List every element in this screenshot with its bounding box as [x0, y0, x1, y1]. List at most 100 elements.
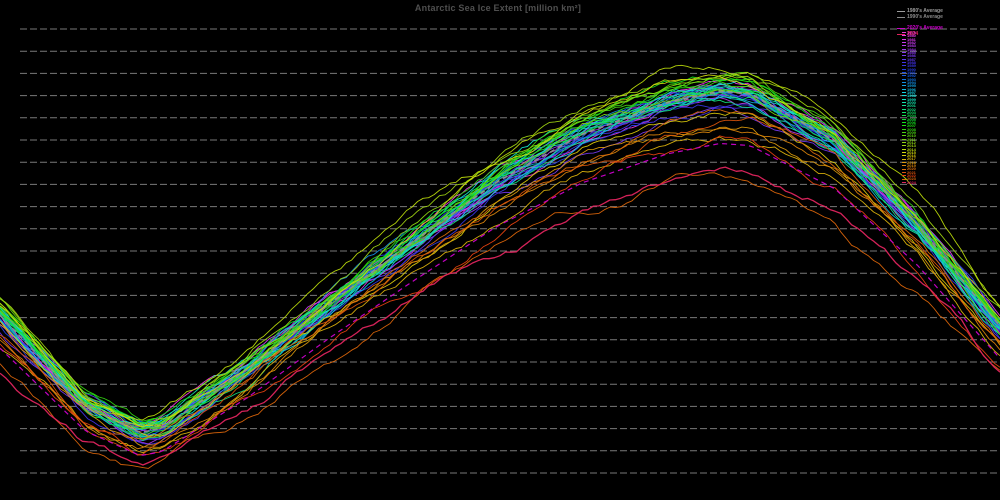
year-line-2018	[0, 126, 1000, 448]
year-column-item-2006: 2006	[902, 120, 916, 125]
year-column-item-2000: 2000	[902, 99, 916, 105]
year-label: 2005	[907, 116, 916, 122]
year-line-2010	[0, 71, 1000, 429]
year-tick	[902, 108, 906, 110]
year-column-item-2008: 2008	[902, 127, 916, 131]
year-line-1981	[0, 86, 1000, 431]
year-column-item-2001: 2001	[902, 103, 916, 109]
year-column-item-1986: 1986	[902, 53, 916, 59]
year-tick	[902, 68, 906, 70]
year-tick	[902, 62, 906, 64]
year-label: 1986	[907, 53, 916, 59]
year-line-1997	[0, 96, 1000, 426]
year-column-item-1998: 1998	[902, 94, 916, 98]
year-column-item-2005: 2005	[902, 116, 916, 122]
year-label: 2000	[907, 99, 916, 105]
year-label: 2017	[907, 156, 916, 162]
year-label: 2016	[907, 153, 916, 159]
year-tick	[902, 151, 906, 153]
gridlines	[20, 28, 1000, 474]
year-label: 1987	[907, 56, 916, 62]
year-label: 2010	[907, 133, 916, 139]
year-label: 1992	[907, 73, 916, 79]
year-column-item-2009: 2009	[902, 130, 916, 135]
year-label: 1993	[907, 76, 916, 82]
year-column-item-2020: 2020	[902, 166, 916, 172]
year-label: 2018	[907, 159, 916, 165]
year-line-2015	[0, 74, 1000, 427]
year-tick	[902, 178, 906, 180]
year-tick	[902, 112, 906, 114]
year-column-item-1981: 1981	[902, 37, 916, 41]
year-tick	[902, 115, 906, 117]
year-tick	[902, 135, 906, 137]
year-line-2008	[0, 73, 1000, 422]
legend-line-swatch	[897, 33, 905, 35]
year-label: 2012	[907, 139, 916, 145]
year-column-item-1992: 1992	[902, 73, 916, 79]
year-column-item-1985: 1985	[902, 49, 916, 55]
year-column-item-2011: 2011	[902, 137, 916, 141]
legend-item: 1980's Average	[897, 9, 943, 14]
year-tick	[902, 122, 906, 124]
year-tick	[902, 138, 906, 140]
year-label: 2001	[907, 103, 916, 109]
year-column-item-1979: 1979	[902, 30, 916, 35]
year-tick	[902, 75, 906, 77]
year-tick	[902, 141, 906, 143]
year-tick	[902, 45, 906, 47]
year-tick	[902, 38, 906, 40]
year-label: 1994	[907, 79, 916, 85]
year-label: 2007	[907, 123, 916, 129]
year-tick	[902, 125, 906, 127]
year-label: 2019	[907, 163, 916, 169]
year-tick	[902, 145, 906, 147]
year-column-item-1996: 1996	[902, 87, 916, 91]
year-line-2014	[0, 64, 1000, 421]
year-tick	[902, 78, 906, 80]
average-line-1990	[0, 91, 1000, 433]
year-column-item-1991: 1991	[902, 70, 916, 75]
year-label: 2020	[907, 166, 916, 172]
year-label: 1999	[907, 96, 916, 102]
year-line-2003	[0, 92, 1000, 435]
year-tick	[902, 65, 906, 67]
year-tick	[902, 168, 906, 170]
year-tick	[902, 32, 906, 34]
chart-title: Antarctic Sea Ice Extent [million km²]	[414, 3, 582, 13]
year-column-item-1983: 1983	[902, 44, 916, 48]
year-column-item-2012: 2012	[902, 139, 916, 145]
year-label: 1980	[907, 33, 916, 39]
year-column-item-2015: 2015	[902, 149, 916, 155]
year-label: 1990	[907, 66, 916, 72]
year-line-1996	[0, 95, 1000, 431]
year-tick	[902, 92, 906, 94]
year-tick	[902, 52, 906, 54]
year-tick	[902, 158, 906, 160]
year-column-item-2017: 2017	[902, 156, 916, 162]
year-tick	[902, 35, 906, 37]
year-color-column: 1979 1980 1981 1982 1983 1984 1985 1986 1987 1988…	[902, 30, 916, 184]
year-tick	[902, 85, 906, 87]
year-column-item-2018: 2018	[902, 159, 916, 165]
legend-line-swatch	[897, 28, 905, 30]
year-line-1985	[0, 94, 1000, 428]
year-line-2019	[0, 127, 1000, 450]
year-column-item-1994: 1994	[902, 79, 916, 85]
year-tick	[902, 161, 906, 163]
year-tick	[902, 181, 906, 183]
year-label: 2015	[907, 149, 916, 155]
year-tick	[902, 48, 906, 50]
year-column-item-1993: 1993	[902, 76, 916, 82]
legend-item: 1990's Average	[897, 14, 943, 19]
year-column-item-1990: 1990	[902, 66, 916, 72]
year-column-item-1995: 1995	[902, 84, 916, 88]
year-column-item-2016: 2016	[902, 153, 916, 159]
legend-group-1: 1980's Average 1990's Average	[897, 9, 943, 20]
year-column-item-2004: 2004	[902, 114, 916, 118]
year-label: 1985	[907, 49, 916, 55]
year-tick	[902, 72, 906, 74]
year-line-1986	[0, 106, 1000, 442]
